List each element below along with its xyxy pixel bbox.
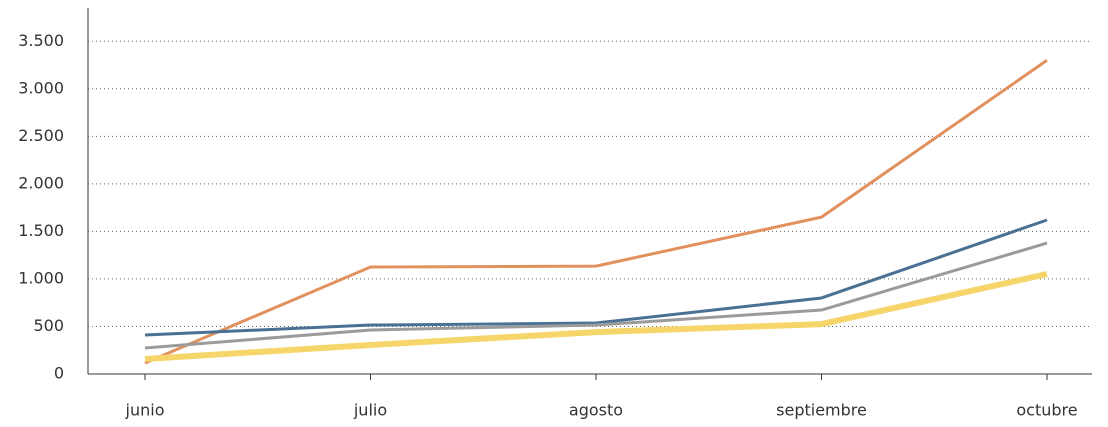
y-tick-label: 2.000 [18,173,64,192]
y-tick-label: 1.000 [18,268,64,287]
series-line [144,218,1048,337]
y-tick-label: 2.500 [18,126,64,145]
series-line [144,271,1048,362]
x-tick-label: septiembre [776,401,867,420]
x-tick-label: agosto [569,401,623,420]
y-tick-label: 500 [33,316,64,335]
y-tick-label: 0 [54,364,64,383]
x-tick-label: octubre [1016,401,1077,420]
x-tick-label: junio [125,401,165,420]
series-line [144,59,1048,365]
y-tick-label: 3.000 [18,78,64,97]
y-tick-label: 1.500 [18,221,64,240]
x-tick-label: julio [353,401,387,420]
series-line [144,241,1048,350]
y-tick-label: 3.500 [18,31,64,50]
